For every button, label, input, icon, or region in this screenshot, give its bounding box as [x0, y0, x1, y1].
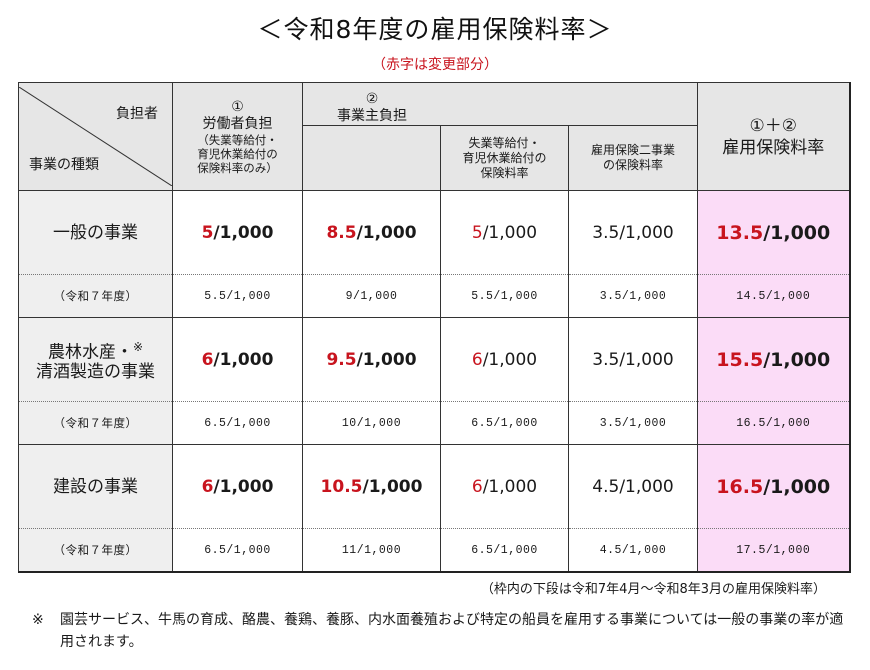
worker-rate: 6/1,000: [172, 317, 303, 402]
note-mark: ※: [32, 612, 44, 628]
worker-rate: 6/1,000: [172, 444, 303, 529]
worker-share-header: ① 労働者負担 （失業等給付・ 育児休業給付の 保険料率のみ）: [172, 82, 303, 191]
total-label: 雇用保険料率: [722, 137, 825, 158]
prev-unemployment-rate: 6.5/1,000: [440, 401, 569, 445]
table-row-construction: 建設の事業 6/1,000 10.5/1,000 6/1,000 4.5/1,0…: [18, 444, 851, 529]
prev-unemployment-rate: 5.5/1,000: [440, 274, 569, 318]
prev-employer-rate: 11/1,000: [302, 528, 441, 573]
prev-worker-rate: 6.5/1,000: [172, 401, 303, 445]
table-row-agriculture-prev: （令和７年度） 6.5/1,000 10/1,000 6.5/1,000 3.5…: [18, 401, 851, 445]
row-label: 建設の事業: [18, 444, 173, 529]
prev-two-programs-rate: 4.5/1,000: [567, 528, 699, 573]
employer-rate: 9.5/1,000: [302, 317, 441, 402]
page-title: ＜令和8年度の雇用保険料率＞: [257, 15, 613, 44]
table-row-general: 一般の事業 5/1,000 8.5/1,000 5/1,000 3.5/1,00…: [18, 190, 851, 275]
table-row-agriculture: 農林水産・※ 清酒製造の事業 6/1,000 9.5/1,000 6/1,000…: [18, 317, 851, 402]
prev-total-rate: 14.5/1,000: [697, 274, 851, 318]
employer-num: ②: [365, 91, 379, 107]
employer-blank-cell: [302, 125, 441, 191]
table-row-general-prev: （令和７年度） 5.5/1,000 9/1,000 5.5/1,000 3.5/…: [18, 274, 851, 318]
worker-rate: 5/1,000: [172, 190, 303, 275]
total-num: ①＋②: [749, 115, 797, 136]
prev-two-programs-rate: 3.5/1,000: [567, 401, 699, 445]
prev-total-rate: 17.5/1,000: [697, 528, 851, 573]
bearer-label: 負担者: [116, 106, 158, 122]
unemployment-rate: 6/1,000: [440, 317, 569, 402]
worker-num: ①: [231, 98, 244, 115]
total-rate: 13.5/1,000: [697, 190, 851, 275]
prev-year-label: （令和７年度）: [18, 528, 173, 573]
total-rate: 16.5/1,000: [697, 444, 851, 529]
footnote-text: 園芸サービス、牛馬の育成、酪農、養鶏、養豚、内水面養殖および特定の船員を雇用する…: [60, 612, 844, 650]
changed-legend: （赤字は変更部分）: [372, 57, 498, 73]
diagonal-line: [19, 87, 172, 186]
unemployment-rate: 6/1,000: [440, 444, 569, 529]
two-programs-header: 雇用保険二事業 の保険料率: [567, 125, 699, 191]
prev-employer-rate: 10/1,000: [302, 401, 441, 445]
worker-note-3: 保険料率のみ）: [197, 160, 278, 175]
corner-header-cell: 負担者 事業の種類: [18, 82, 173, 191]
total-rate-header: ①＋② 雇用保険料率: [697, 82, 851, 191]
prev-worker-rate: 5.5/1,000: [172, 274, 303, 318]
prev-year-label: （令和７年度）: [18, 274, 173, 318]
employer-label: 事業主負担: [337, 108, 407, 124]
total-rate: 15.5/1,000: [697, 317, 851, 402]
insurance-rate-table: 負担者 事業の種類 ① 労働者負担 （失業等給付・ 育児休業給付の 保険料率のみ…: [18, 82, 851, 573]
two-programs-rate: 3.5/1,000: [567, 317, 699, 402]
note-mark: ※: [132, 339, 144, 354]
employer-share-header: ② 事業主負担: [301, 82, 699, 126]
business-kind-label: 事業の種類: [29, 157, 99, 173]
footnote: ※ 園芸サービス、牛馬の育成、酪農、養鶏、養豚、内水面養殖および特定の船員を雇用す…: [32, 609, 850, 653]
worker-note-2: 育児休業給付の: [197, 146, 278, 161]
worker-label: 労働者負担: [202, 115, 273, 132]
employer-rate: 10.5/1,000: [302, 444, 441, 529]
prev-total-rate: 16.5/1,000: [697, 401, 851, 445]
worker-note-1: （失業等給付・: [197, 132, 278, 147]
prev-unemployment-rate: 6.5/1,000: [440, 528, 569, 573]
two-programs-rate: 3.5/1,000: [567, 190, 699, 275]
two-programs-rate: 4.5/1,000: [567, 444, 699, 529]
employer-rate: 8.5/1,000: [302, 190, 441, 275]
prev-employer-rate: 9/1,000: [302, 274, 441, 318]
row-label: 農林水産・※ 清酒製造の事業: [18, 317, 173, 402]
period-note: （枠内の下段は令和7年4月～令和8年3月の雇用保険料率）: [480, 582, 826, 597]
unemployment-benefit-header: 失業等給付・ 育児休業給付の 保険料率: [440, 125, 569, 191]
row-label: 一般の事業: [18, 190, 173, 275]
table-row-construction-prev: （令和７年度） 6.5/1,000 11/1,000 6.5/1,000 4.5…: [18, 528, 851, 573]
prev-worker-rate: 6.5/1,000: [172, 528, 303, 573]
prev-two-programs-rate: 3.5/1,000: [567, 274, 699, 318]
unemployment-rate: 5/1,000: [440, 190, 569, 275]
prev-year-label: （令和７年度）: [18, 401, 173, 445]
